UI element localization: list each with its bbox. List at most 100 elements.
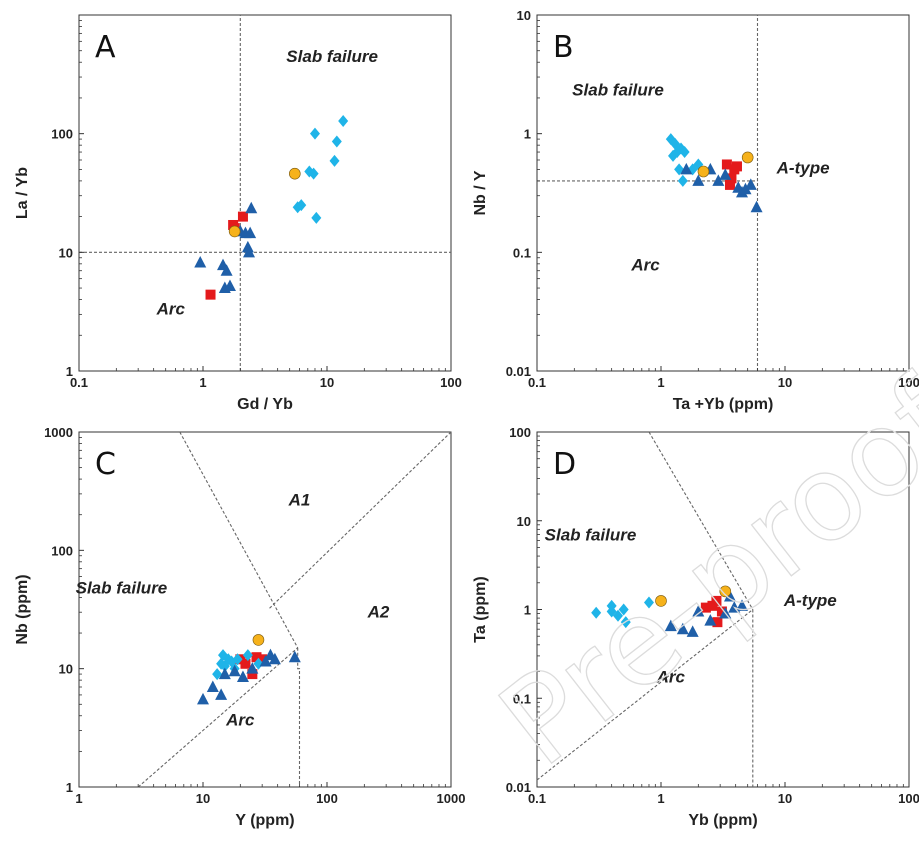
data-point-triangle xyxy=(236,670,249,683)
field-label: A-type xyxy=(783,591,837,610)
y-tick-label: 1 xyxy=(66,780,73,795)
y-tick-label: 10 xyxy=(517,514,531,529)
field-boundary-line xyxy=(648,431,754,610)
field-label: Arc xyxy=(656,668,686,687)
x-tick-label: 1000 xyxy=(437,791,466,806)
data-point-triangle xyxy=(259,654,272,667)
data-point-triangle xyxy=(288,650,301,663)
field-label: Slab failure xyxy=(545,525,637,544)
y-tick-label: 100 xyxy=(51,543,73,558)
data-point-square xyxy=(240,658,251,669)
data-point-square xyxy=(700,602,711,613)
data-point-diamond xyxy=(620,616,631,629)
y-tick-label: 100 xyxy=(509,425,531,440)
x-tick-label: 10 xyxy=(778,375,792,390)
data-point-circle xyxy=(697,165,710,178)
data-point-square xyxy=(237,211,248,222)
data-point-circle xyxy=(289,167,301,180)
data-point-triangle xyxy=(223,279,236,292)
data-point-diamond xyxy=(242,649,253,662)
y-tick-label: 10 xyxy=(59,662,73,677)
data-point-diamond xyxy=(309,127,320,140)
y-tick-label: 0.1 xyxy=(513,245,531,260)
data-point-triangle xyxy=(245,201,258,214)
x-tick-label: 0.1 xyxy=(70,375,88,390)
y-tick-label: 1 xyxy=(66,364,73,379)
data-point-triangle xyxy=(712,174,725,186)
field-boundary-line xyxy=(137,647,299,788)
y-tick-label: 100 xyxy=(51,127,73,142)
data-point-square xyxy=(711,595,722,606)
plot-frame xyxy=(78,14,452,372)
panel-letter: A xyxy=(95,30,116,65)
data-point-triangle xyxy=(228,664,241,677)
data-point-triangle xyxy=(194,256,207,268)
data-point-square xyxy=(716,606,727,617)
data-point-diamond xyxy=(329,154,340,167)
data-point-triangle xyxy=(686,625,699,637)
y-tick-label: 10 xyxy=(517,8,531,23)
x-axis-label: Y (ppm) xyxy=(235,812,294,829)
data-point-triangle xyxy=(206,680,219,692)
data-point-triangle xyxy=(735,599,748,611)
field-label: Arc xyxy=(630,256,660,275)
data-point-diamond xyxy=(331,135,342,148)
data-point-diamond xyxy=(296,199,307,212)
data-point-triangle xyxy=(680,162,693,175)
x-tick-label: 0.1 xyxy=(528,375,546,390)
data-point-triangle xyxy=(244,226,257,239)
data-point-circle xyxy=(719,585,732,598)
data-point-triangle xyxy=(692,174,705,186)
data-point-triangle xyxy=(704,614,717,626)
x-tick-label: 10 xyxy=(778,791,792,806)
data-point-diamond xyxy=(308,167,319,180)
data-point-diamond xyxy=(253,657,264,670)
y-axis-label: Nb / Y xyxy=(472,170,489,215)
field-label: A2 xyxy=(367,603,390,622)
x-tick-label: 100 xyxy=(316,791,338,806)
x-tick-label: 100 xyxy=(898,791,919,806)
data-point-square xyxy=(726,173,737,184)
x-axis-label: Yb (ppm) xyxy=(688,812,757,829)
field-label: A-type xyxy=(776,159,830,178)
field-label: Arc xyxy=(156,299,186,318)
data-point-triangle xyxy=(744,178,757,190)
data-point-triangle xyxy=(739,182,752,195)
y-axis-label: Ta (ppm) xyxy=(472,576,489,642)
x-tick-label: 10 xyxy=(196,791,210,806)
data-point-triangle xyxy=(246,662,259,674)
data-point-triangle xyxy=(220,264,233,276)
data-point-diamond xyxy=(618,603,629,616)
x-tick-label: 1 xyxy=(657,375,664,390)
y-tick-label: 1 xyxy=(524,603,531,618)
data-point-triangle xyxy=(197,692,209,705)
y-tick-label: 10 xyxy=(59,245,73,260)
data-point-diamond xyxy=(338,114,349,127)
data-point-square xyxy=(712,617,723,628)
x-tick-label: 0.1 xyxy=(528,791,546,806)
field-label: A1 xyxy=(288,490,311,509)
data-point-circle xyxy=(228,225,241,238)
panel-letter: D xyxy=(553,447,576,482)
x-tick-label: 10 xyxy=(320,375,334,390)
data-point-triangle xyxy=(719,607,732,619)
x-axis-label: Ta +Yb (ppm) xyxy=(673,396,774,413)
x-tick-label: 1 xyxy=(75,791,82,806)
field-boundary-line xyxy=(268,431,452,610)
data-point-diamond xyxy=(591,606,602,619)
data-point-diamond xyxy=(232,653,243,666)
field-label: Slab failure xyxy=(76,579,168,598)
panel-letter: C xyxy=(95,447,116,482)
data-point-circle xyxy=(655,595,667,607)
data-point-diamond xyxy=(311,211,322,224)
data-point-diamond xyxy=(679,146,690,159)
y-tick-label: 1000 xyxy=(44,425,73,440)
data-point-square xyxy=(205,289,216,300)
data-point-diamond xyxy=(612,609,623,622)
data-point-square xyxy=(721,159,732,170)
panel-letter: B xyxy=(553,30,574,65)
y-tick-label: 1 xyxy=(524,127,531,142)
